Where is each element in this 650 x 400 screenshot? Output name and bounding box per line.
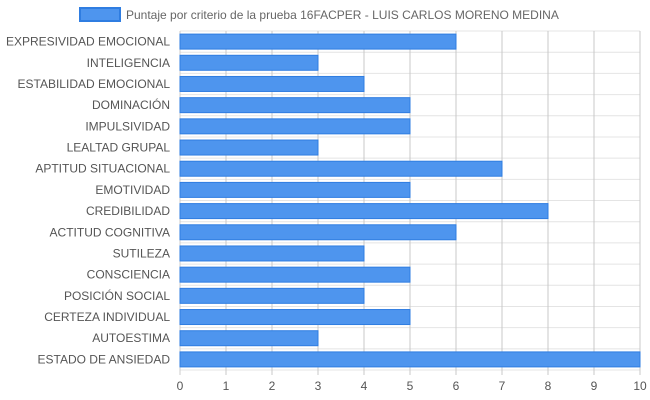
x-tick-label: 0 [177,379,184,393]
bar[interactable] [179,54,319,71]
x-tick-label: 2 [269,379,276,393]
category-label: INTELIGENCIA [87,56,170,70]
bar[interactable] [179,203,549,220]
x-tick-label: 4 [361,379,368,393]
legend[interactable]: Puntaje por criterio de la prueba 16FACP… [79,7,559,22]
bar[interactable] [179,33,457,50]
category-label: POSICIÓN SOCIAL [64,288,170,303]
category-label: DOMINACIÓN [92,97,170,112]
bar[interactable] [179,139,319,156]
category-labels: EXPRESIVIDAD EMOCIONAL INTELIGENCIA ESTABI… [6,35,170,367]
bar[interactable] [179,181,411,198]
category-label: AUTOESTIMA [92,331,170,345]
bar[interactable] [179,351,641,368]
x-tick-label: 1 [223,379,230,393]
category-label: ACTITUD COGNITIVA [50,225,170,239]
bar[interactable] [179,75,365,92]
category-label: CONSCIENCIA [87,268,170,282]
x-axis-ticks: 0 1 2 3 4 5 6 7 8 9 10 [177,379,647,393]
category-label: SUTILEZA [113,246,170,260]
category-label: IMPULSIVIDAD [85,119,170,133]
bar[interactable] [179,224,457,241]
x-tick-label: 7 [499,379,506,393]
x-tick-label: 5 [407,379,414,393]
category-label: ESTADO DE ANSIEDAD [38,352,171,366]
bars [179,33,641,368]
legend-label: Puntaje por criterio de la prueba 16FACP… [126,8,559,22]
category-label: EMOTIVIDAD [95,183,170,197]
category-label: ESTABILIDAD EMOCIONAL [18,77,171,91]
x-tick-label: 9 [591,379,598,393]
legend-swatch [79,7,121,22]
bar[interactable] [179,118,411,135]
bar[interactable] [179,160,503,177]
bar[interactable] [179,287,365,304]
x-tick-label: 6 [453,379,460,393]
bar[interactable] [179,266,411,283]
x-tick-label: 8 [545,379,552,393]
category-label: LEALTAD GRUPAL [67,141,171,155]
category-label: APTITUD SITUACIONAL [35,162,170,176]
bar[interactable] [179,245,365,262]
category-label: EXPRESIVIDAD EMOCIONAL [6,35,170,49]
bar[interactable] [179,97,411,114]
bar[interactable] [179,330,319,347]
category-label: CREDIBILIDAD [86,204,170,218]
category-label: CERTEZA INDIVIDUAL [44,310,170,324]
bar[interactable] [179,309,411,326]
x-tick-label: 3 [315,379,322,393]
x-tick-label: 10 [633,379,647,393]
